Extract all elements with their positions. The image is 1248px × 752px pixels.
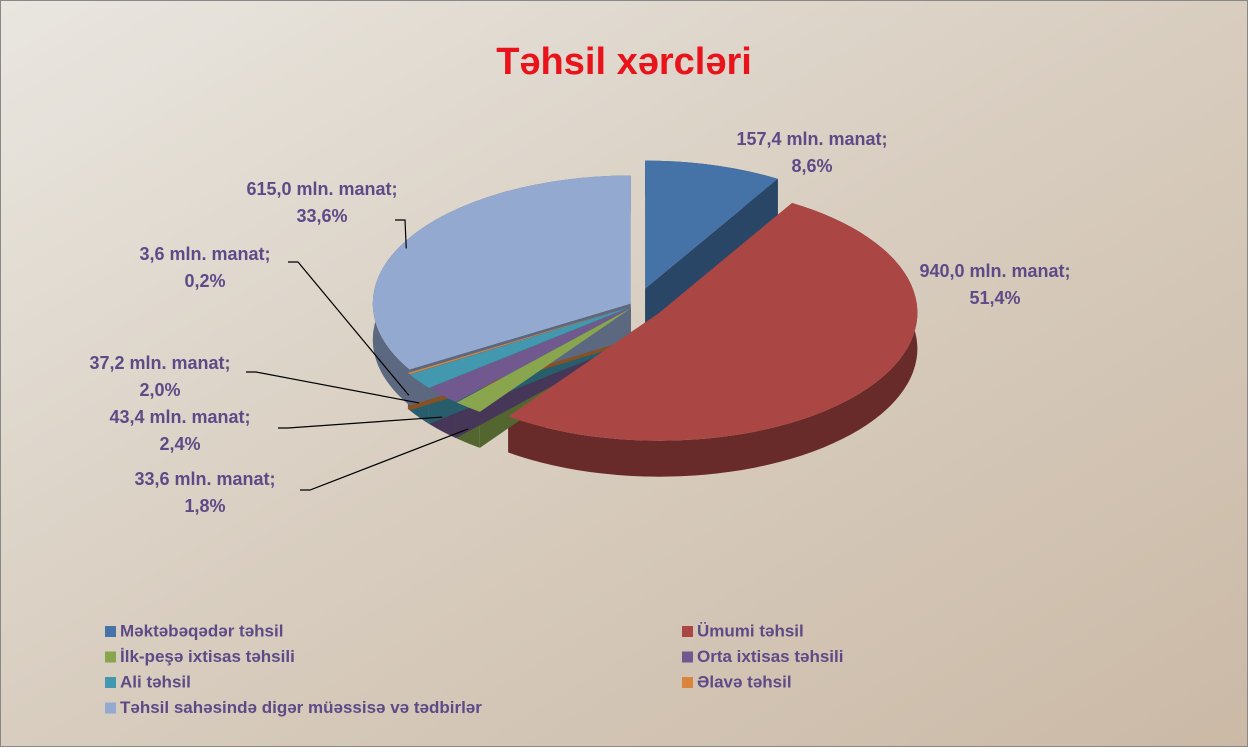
legend-swatch [105, 626, 116, 637]
legend-swatch [682, 677, 693, 688]
legend-label: İlk-peşə ixtisas təhsili [120, 647, 295, 666]
data-label: 33,6 mln. manat; [134, 469, 275, 489]
legend-swatch [105, 677, 116, 688]
chart-title: Təhsil xərcləri [496, 41, 752, 83]
data-label-share: 2,0% [139, 380, 180, 400]
legend-label: Ümumi təhsil [697, 621, 804, 640]
legend-label: Orta ixtisas təhsili [697, 647, 843, 666]
legend-label: Ali təhsil [120, 672, 191, 691]
data-label: 940,0 mln. manat; [919, 261, 1070, 281]
data-label-share: 51,4% [969, 288, 1020, 308]
data-label-share: 8,6% [791, 156, 832, 176]
legend-swatch [682, 652, 693, 663]
legend-swatch [105, 703, 116, 714]
legend-swatch [682, 626, 693, 637]
data-label: 157,4 mln. manat; [736, 129, 887, 149]
legend-label: Təhsil sahəsində digər müəssisə və tədbi… [120, 698, 482, 717]
data-label-share: 1,8% [184, 496, 225, 516]
data-label-share: 0,2% [184, 271, 225, 291]
legend-label: Əlavə təhsil [697, 672, 792, 691]
legend-swatch [105, 652, 116, 663]
data-label-share: 33,6% [296, 206, 347, 226]
data-label: 43,4 mln. manat; [109, 407, 250, 427]
chart: Təhsil xərcləri 157,4 mln. manat; 8,6% 940… [0, 0, 1248, 747]
legend-label: Məktəbəqədər təhsil [120, 621, 283, 640]
data-label-share: 2,4% [159, 434, 200, 454]
data-label: 3,6 mln. manat; [139, 244, 270, 264]
data-label: 615,0 mln. manat; [246, 179, 397, 199]
data-label: 37,2 mln. manat; [89, 353, 230, 373]
